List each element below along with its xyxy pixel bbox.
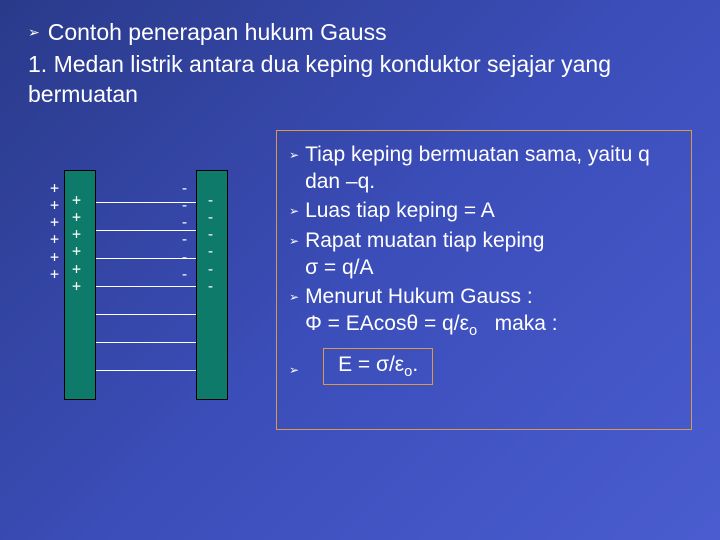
side-bullet-4: ➢ Menurut Hukum Gauss : Φ = EAcosθ = q/ε…: [289, 283, 679, 342]
right-charges-outer: - - - - - -: [206, 192, 215, 296]
side-text-2: Luas tiap keping = A: [305, 197, 495, 224]
explanation-box: ➢ Tiap keping bermuatan sama, yaitu q da…: [276, 130, 692, 430]
numbered-line: 1. Medan listrik antara dua keping kondu…: [28, 50, 692, 110]
arrow-icon: ➢: [289, 148, 299, 162]
arrow-icon: ➢: [289, 363, 299, 377]
arrow-icon: ➢: [28, 24, 40, 41]
bullet-1-text: Contoh penerapan hukum Gauss: [48, 18, 387, 48]
field-line: [96, 202, 196, 203]
capacitor-diagram: + + + + + + + + + + + + - - - - - - - - …: [28, 130, 258, 430]
side-bullet-1: ➢ Tiap keping bermuatan sama, yaitu q da…: [289, 141, 679, 196]
field-line: [96, 286, 196, 287]
final-formula: E = σ/εo.: [338, 353, 418, 376]
arrow-icon: ➢: [289, 234, 299, 248]
right-charges-inner: - - - - - -: [180, 180, 189, 284]
left-charges-inner: + + + + + +: [72, 192, 81, 296]
field-line: [96, 314, 196, 315]
arrow-icon: ➢: [289, 204, 299, 218]
heading-block: ➢ Contoh penerapan hukum Gauss 1. Medan …: [28, 18, 692, 110]
final-row: ➢ E = σ/εo.: [289, 348, 679, 385]
side-text-4b: Φ = EAcosθ = q/εo maka :: [305, 312, 558, 335]
field-line: [96, 230, 196, 231]
side-text-3a: Rapat muatan tiap keping: [305, 229, 544, 252]
left-charges-outer: + + + + + +: [50, 180, 59, 284]
field-line: [96, 370, 196, 371]
side-text-3b: σ = q/A: [305, 256, 373, 279]
side-text-3: Rapat muatan tiap keping σ = q/A: [305, 227, 544, 282]
side-text-4a: Menurut Hukum Gauss :: [305, 285, 533, 308]
side-text-4: Menurut Hukum Gauss : Φ = EAcosθ = q/εo …: [305, 283, 558, 342]
final-box: E = σ/εo.: [323, 348, 433, 385]
bullet-1: ➢ Contoh penerapan hukum Gauss: [28, 18, 692, 48]
field-line: [96, 342, 196, 343]
field-line: [96, 258, 196, 259]
arrow-icon: ➢: [289, 290, 299, 304]
side-text-1: Tiap keping bermuatan sama, yaitu q dan …: [305, 141, 679, 196]
side-bullet-2: ➢ Luas tiap keping = A: [289, 197, 679, 224]
side-bullet-3: ➢ Rapat muatan tiap keping σ = q/A: [289, 227, 679, 282]
